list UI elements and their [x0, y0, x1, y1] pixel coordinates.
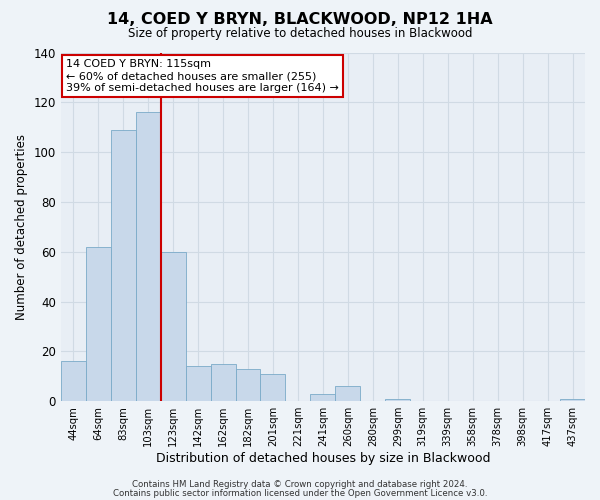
Bar: [211, 364, 236, 401]
Bar: [260, 374, 286, 401]
Bar: [385, 398, 410, 401]
Text: 14 COED Y BRYN: 115sqm
← 60% of detached houses are smaller (255)
39% of semi-de: 14 COED Y BRYN: 115sqm ← 60% of detached…: [66, 60, 339, 92]
Bar: [560, 398, 585, 401]
Bar: [335, 386, 361, 401]
Text: Contains HM Land Registry data © Crown copyright and database right 2024.: Contains HM Land Registry data © Crown c…: [132, 480, 468, 489]
Y-axis label: Number of detached properties: Number of detached properties: [15, 134, 28, 320]
Bar: [86, 247, 111, 401]
Text: 14, COED Y BRYN, BLACKWOOD, NP12 1HA: 14, COED Y BRYN, BLACKWOOD, NP12 1HA: [107, 12, 493, 28]
Text: Size of property relative to detached houses in Blackwood: Size of property relative to detached ho…: [128, 28, 472, 40]
Bar: [111, 130, 136, 401]
Bar: [61, 362, 86, 401]
Bar: [236, 369, 260, 401]
Bar: [185, 366, 211, 401]
Bar: [136, 112, 161, 401]
Bar: [161, 252, 185, 401]
Text: Contains public sector information licensed under the Open Government Licence v3: Contains public sector information licen…: [113, 488, 487, 498]
Bar: [310, 394, 335, 401]
X-axis label: Distribution of detached houses by size in Blackwood: Distribution of detached houses by size …: [155, 452, 490, 465]
